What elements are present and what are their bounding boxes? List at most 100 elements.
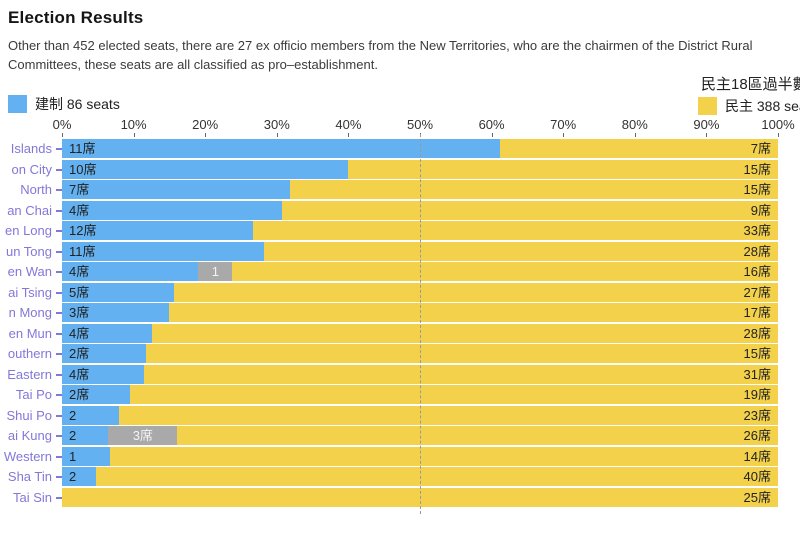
bar-segment-democrats: 16席 [232,262,778,282]
district-tick-mark [56,414,62,417]
bar-segment-democrats: 31席 [143,364,778,384]
district-tick-mark [56,168,62,171]
bar-segment-others: 3席 [108,426,178,446]
district-label: Sha Tin [7,469,52,485]
district-label: Tai Sin [12,490,52,505]
district-tick-mark [56,148,62,150]
district-label: Islands [10,141,52,156]
bar-segment-others: 1 [198,262,233,282]
district-tick-mark [56,394,62,397]
legend-pro-establishment[interactable]: 建制 86 seats [8,94,120,114]
bar-segment-democrats: 7席 [499,139,778,158]
district-label: on City [11,161,52,177]
pro-establishment-swatch-icon [8,95,27,113]
bar-segment-democrats: 27席 [173,282,778,302]
bar-segment-democrats: 40席 [96,467,778,487]
district-label: en Mun [8,325,52,341]
district-tick-mark [56,332,62,335]
bar-segment-pro-establishment: 7席 [62,180,290,200]
bar-segment-pro-establishment: 11席 [62,241,264,261]
x-axis-tick-label: 0% [52,117,72,132]
bar-segment-pro-establishment: 2 [62,426,109,446]
district-tick-mark [56,476,62,479]
district-label: ai Kung [7,428,52,444]
bar-segment-democrats: 9席 [282,200,778,220]
district-tick-mark [56,250,62,253]
bar-segment-pro-establishment: 12席 [62,221,253,241]
district-label: en Wan [7,264,52,280]
bar-segment-pro-establishment: 4席 [62,364,144,384]
bar-segment-pro-establishment: 10席 [62,159,349,179]
bar-segment-pro-establishment: 4席 [62,262,199,282]
district-tick-mark [56,271,62,274]
district-tick-mark [56,291,62,294]
x-axis-tick-mark [706,133,708,137]
x-axis-tick-mark [348,133,350,137]
district-label: outhern [7,346,52,362]
x-axis-tick-label: 80% [621,117,648,132]
district-tick-mark [56,353,62,356]
district-tick-mark [56,189,62,192]
bar-segment-democrats: 19席 [130,385,778,405]
district-tick-mark [56,312,62,315]
x-axis-tick-mark [62,133,63,137]
district-label: en Long [5,223,52,239]
bar-segment-pro-establishment: 5席 [62,282,174,302]
legend-pro-establishment-label: 建制 86 seats [35,96,120,112]
district-tick-mark [56,373,62,376]
x-axis-tick-label: 100% [761,117,795,132]
bar-segment-democrats: 15席 [289,180,778,200]
x-axis-tick-label: 10% [120,117,147,132]
legend-democrats[interactable]: 民主 388 seats [698,96,800,116]
district-tick-mark [56,209,62,212]
district-label: ai Tsing [8,284,52,300]
bar-segment-democrats: 33席 [252,221,778,241]
bar-segment-pro-establishment: 11席 [62,139,500,158]
x-axis-tick-label: 90% [693,117,720,132]
x-axis-tick-mark [276,133,278,137]
bar-segment-democrats: 23席 [119,405,778,425]
district-label: Shui Po [6,407,52,423]
district-label: North [20,182,52,198]
x-axis-tick-label: 40% [335,117,362,132]
district-tick-mark [56,435,62,438]
subtitle-line-2: Committees, these seats are all classifi… [8,57,378,72]
bar-segment-pro-establishment: 2 [62,467,97,487]
x-axis-tick-mark [133,133,135,137]
district-tick-mark [56,230,62,233]
x-axis-tick-label: 60% [478,117,505,132]
bar-segment-pro-establishment: 4席 [62,323,152,343]
district-label: un Tong [5,243,52,259]
district-label: Tai Po [15,387,52,403]
bar-segment-democrats: 28席 [151,323,778,343]
x-axis-tick-mark [491,133,493,137]
bar-segment-pro-establishment: 3席 [62,303,170,323]
democrats-swatch-icon [698,97,717,115]
district-label: n Mong [8,305,52,321]
bar-segment-democrats: 15席 [348,159,778,179]
bar-segment-democrats: 17席 [169,303,778,323]
bar-segment-pro-establishment: 2席 [62,385,131,405]
bar-segment-pro-establishment: 2席 [62,344,147,364]
x-axis-tick-mark [563,133,565,137]
district-label: an Chai [7,202,52,218]
x-axis-tick-label: 20% [192,117,219,132]
district-tick-mark [56,497,62,499]
x-axis-tick-mark [634,133,636,137]
chart-subtitle: Other than 452 elected seats, there are … [8,36,752,74]
district-tick-mark [56,455,62,458]
bar-segment-democrats: 26席 [177,426,778,446]
x-axis-tick-label: 50% [406,117,434,132]
x-axis-tick-mark [778,133,779,137]
x-axis-tick-label: 70% [550,117,577,132]
bar-segment-pro-establishment: 1 [62,446,110,466]
bar-segment-pro-establishment: 4席 [62,200,283,220]
bar-segment-democrats: 14席 [109,446,778,466]
x-axis-tick-mark [205,133,207,137]
district-label: Western [3,448,52,464]
bar-segment-pro-establishment: 2 [62,405,120,425]
democrats-majority-annotation: 民主18區過半數 [701,76,800,93]
legend-democrats-label: 民主 388 seats [725,98,800,114]
bar-segment-democrats: 15席 [146,344,778,364]
